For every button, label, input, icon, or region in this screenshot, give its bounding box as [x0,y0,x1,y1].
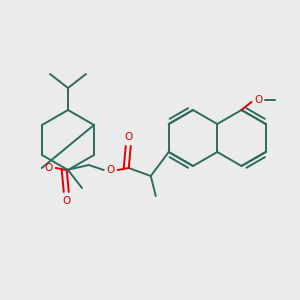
Text: O: O [254,95,262,105]
Text: O: O [63,196,71,206]
Text: O: O [124,132,133,142]
Text: O: O [106,165,115,175]
Text: O: O [45,163,53,173]
